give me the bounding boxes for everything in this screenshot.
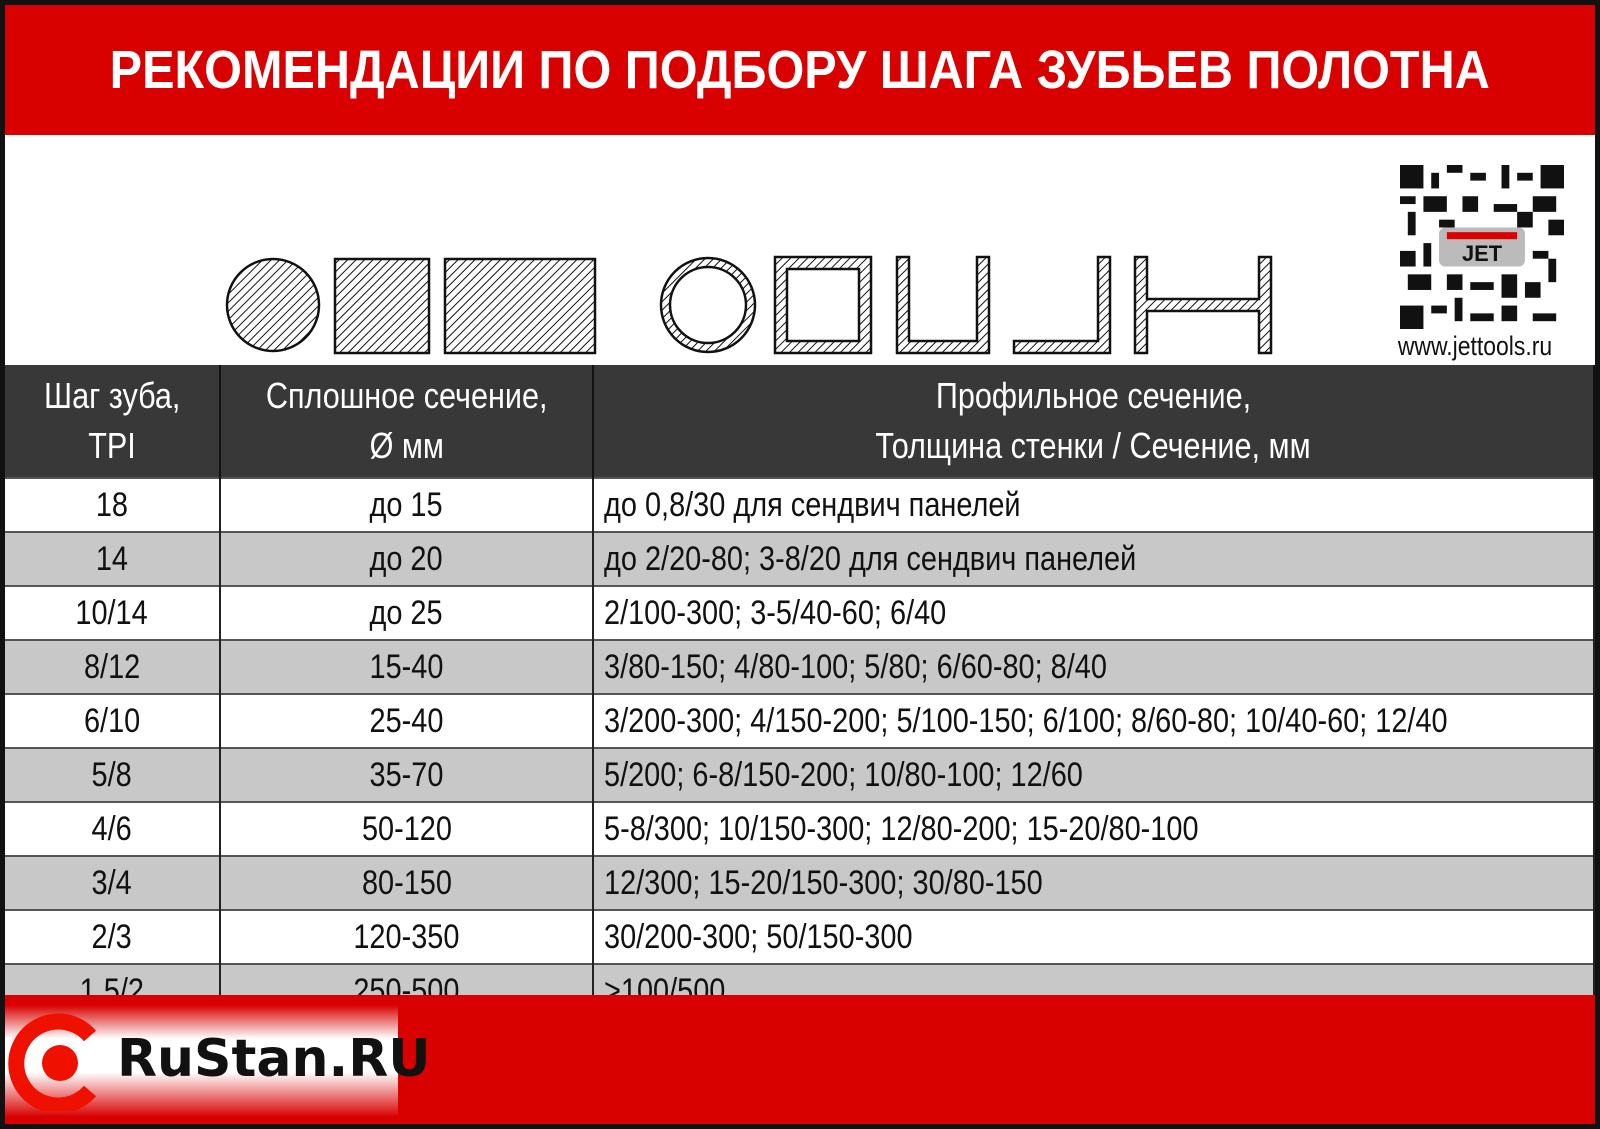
channel-icon <box>895 255 991 355</box>
jet-logo: JET <box>1439 227 1525 267</box>
watermark-text: RuStan.RU <box>117 1029 431 1089</box>
table-row: 18 до 15 до 0,8/30 для сендвич панелей <box>5 477 1595 532</box>
svg-text:JET: JET <box>1462 241 1503 266</box>
solid-round-icon <box>225 257 321 353</box>
profile-cell: 30/200-300; 50/150-300 <box>593 909 1595 964</box>
tpi-cell: 10/14 <box>5 585 221 640</box>
tpi-cell: 2/3 <box>5 909 221 964</box>
solid-cell: 15-40 <box>220 639 594 694</box>
tpi-cell: 8/12 <box>5 639 221 694</box>
table-row: 2/3 120-350 30/200-300; 50/150-300 <box>5 909 1595 964</box>
qr-code[interactable]: JET <box>1398 165 1566 329</box>
tpi-cell: 3/4 <box>5 855 221 910</box>
solid-square-icon <box>333 257 431 355</box>
table-row: 4/6 50-120 5-8/300; 10/150-300; 12/80-200;… <box>5 801 1595 856</box>
table-header-row: Шаг зуба, TPI Сплошное сечение, Ø мм Профи… <box>5 365 1595 478</box>
table-row: 5/8 35-70 5/200; 6-8/150-200; 10/80-100; 1… <box>5 747 1595 802</box>
tpi-cell: 14 <box>5 531 221 586</box>
header-solid: Сплошное сечение, Ø мм <box>220 365 594 478</box>
profile-cell: 5-8/300; 10/150-300; 12/80-200; 15-20/80… <box>593 801 1595 856</box>
tpi-cell: 5/8 <box>5 747 221 802</box>
profile-cell: 12/300; 15-20/150-300; 30/80-150 <box>593 855 1595 910</box>
profile-cell: 2/100-300; 3-5/40-60; 6/40 <box>593 585 1595 640</box>
tube-round-icon <box>659 256 757 354</box>
solid-cell: 50-120 <box>220 801 594 856</box>
header-tpi: Шаг зуба, TPI <box>5 365 221 478</box>
tpi-table: Шаг зуба, TPI Сплошное сечение, Ø мм Профи… <box>5 365 1595 1017</box>
profile-cell: до 2/20-80; 3-8/20 для сендвич панелей <box>593 531 1595 586</box>
solid-rectangle-icon <box>443 257 597 355</box>
solid-cell: 25-40 <box>220 693 594 748</box>
table-row: 6/10 25-40 3/200-300; 4/150-200; 5/100-150… <box>5 693 1595 748</box>
page-title: РЕКОМЕНДАЦИИ ПО ПОДБОРУ ШАГА ЗУБЬЕВ ПОЛО… <box>109 40 1491 100</box>
table-row: 8/12 15-40 3/80-150; 4/80-100; 5/80; 6/60-… <box>5 639 1595 694</box>
website-link[interactable]: www.jettools.ru <box>1397 331 1553 361</box>
tpi-cell: 6/10 <box>5 693 221 748</box>
solid-cell: до 15 <box>220 477 594 532</box>
solid-cell: 35-70 <box>220 747 594 802</box>
solid-cell: 120-350 <box>220 909 594 964</box>
table-row: 14 до 20 до 2/20-80; 3-8/20 для сендвич па… <box>5 531 1595 586</box>
tpi-cell: 4/6 <box>5 801 221 856</box>
profile-cell: 5/200; 6-8/150-200; 10/80-100; 12/60 <box>593 747 1595 802</box>
tpi-cell: 18 <box>5 477 221 532</box>
tube-square-icon <box>773 255 873 355</box>
watermark-logo <box>5 1005 398 1117</box>
profile-shapes <box>225 255 1273 355</box>
i-beam-icon <box>1133 255 1273 355</box>
header-profile: Профильное сечение, Толщина стенки / Сече… <box>593 365 1595 478</box>
table-row: 10/14 до 25 2/100-300; 3-5/40-60; 6/40 <box>5 585 1595 640</box>
table-row: 3/4 80-150 12/300; 15-20/150-300; 30/80-15… <box>5 855 1595 910</box>
profile-cell: 3/200-300; 4/150-200; 5/100-150; 6/100; … <box>593 693 1595 748</box>
solid-cell: до 20 <box>220 531 594 586</box>
angle-icon <box>1012 255 1112 355</box>
solid-cell: 80-150 <box>220 855 594 910</box>
title-banner: РЕКОМЕНДАЦИИ ПО ПОДБОРУ ШАГА ЗУБЬЕВ ПОЛО… <box>5 5 1595 135</box>
chart-frame: РЕКОМЕНДАЦИИ ПО ПОДБОРУ ШАГА ЗУБЬЕВ ПОЛО… <box>5 5 1595 1124</box>
rustan-logo-icon <box>8 1013 97 1111</box>
profile-cell: до 0,8/30 для сендвич панелей <box>593 477 1595 532</box>
profile-cell: 3/80-150; 4/80-100; 5/80; 6/60-80; 8/40 <box>593 639 1595 694</box>
solid-cell: до 25 <box>220 585 594 640</box>
